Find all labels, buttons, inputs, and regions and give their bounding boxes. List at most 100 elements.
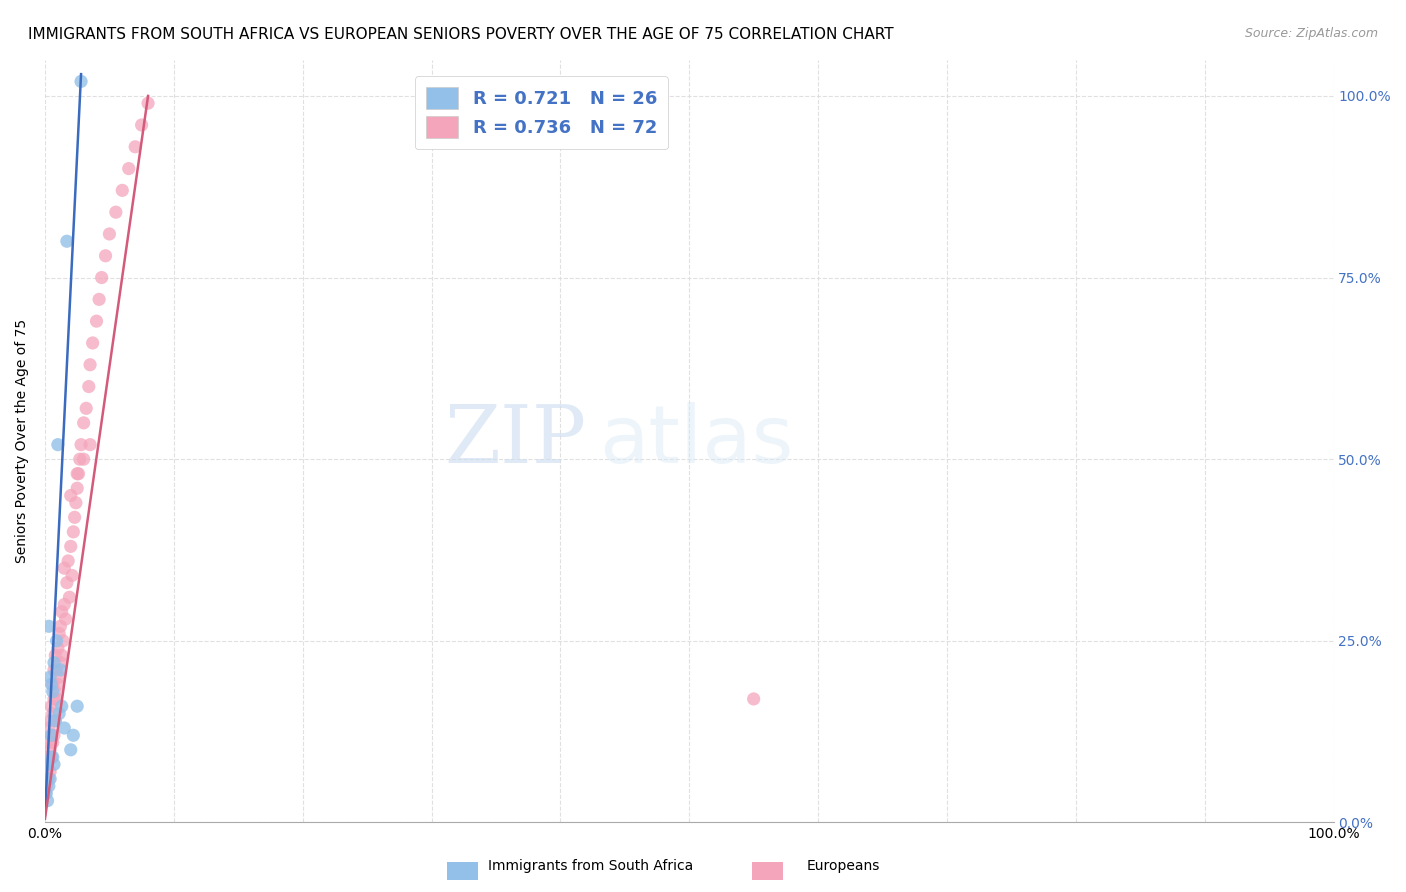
Point <box>35 772 58 786</box>
Point <box>42 728 65 742</box>
Point <box>56 234 79 248</box>
Point <box>90 270 112 285</box>
Point <box>131 118 153 132</box>
Point <box>79 358 101 372</box>
Point <box>82 335 104 350</box>
Point <box>58 591 80 605</box>
Point <box>65 496 87 510</box>
Point <box>38 721 60 735</box>
Point <box>39 714 62 728</box>
Point <box>41 684 63 698</box>
Y-axis label: Seniors Poverty Over the Age of 75: Seniors Poverty Over the Age of 75 <box>15 319 30 563</box>
Point <box>37 772 59 786</box>
Point <box>56 554 79 568</box>
Point <box>49 656 72 670</box>
Point <box>66 699 89 714</box>
Point <box>59 743 82 757</box>
Point <box>45 633 67 648</box>
Point <box>59 489 82 503</box>
Point <box>60 568 83 582</box>
Point <box>98 227 121 241</box>
Point <box>38 779 60 793</box>
Point <box>41 750 63 764</box>
Point <box>44 714 66 728</box>
Point <box>86 314 108 328</box>
Text: Immigrants from South Africa: Immigrants from South Africa <box>488 859 693 872</box>
Point <box>79 438 101 452</box>
Point <box>104 205 127 219</box>
Point <box>41 750 63 764</box>
Point <box>41 728 63 742</box>
Point <box>44 648 66 663</box>
Point <box>136 96 159 111</box>
Point <box>87 293 110 307</box>
Point <box>72 416 94 430</box>
Point <box>39 772 62 786</box>
Point <box>75 401 97 416</box>
Point <box>35 764 58 779</box>
Point <box>41 735 63 749</box>
Point <box>39 743 62 757</box>
Text: IMMIGRANTS FROM SOUTH AFRICA VS EUROPEAN SENIORS POVERTY OVER THE AGE OF 75 CORR: IMMIGRANTS FROM SOUTH AFRICA VS EUROPEAN… <box>28 27 894 42</box>
Point <box>48 706 70 721</box>
Point <box>52 633 75 648</box>
Point <box>742 692 765 706</box>
Point <box>41 677 63 691</box>
Point <box>53 598 76 612</box>
Point <box>45 663 67 677</box>
Point <box>42 656 65 670</box>
Point <box>51 699 73 714</box>
Point <box>69 452 91 467</box>
Point <box>37 757 59 772</box>
Legend: R = 0.721   N = 26, R = 0.736   N = 72: R = 0.721 N = 26, R = 0.736 N = 72 <box>415 76 668 149</box>
Point <box>34 786 56 800</box>
Point <box>42 663 65 677</box>
Point <box>67 467 90 481</box>
Point <box>44 714 66 728</box>
Point <box>38 750 60 764</box>
Point <box>37 757 59 772</box>
Point <box>46 677 69 691</box>
Point <box>35 779 58 793</box>
Point <box>63 510 86 524</box>
Point <box>77 379 100 393</box>
Point <box>38 619 60 633</box>
Text: atlas: atlas <box>599 402 793 480</box>
Point <box>94 249 117 263</box>
Point <box>70 438 93 452</box>
Text: Europeans: Europeans <box>807 859 880 872</box>
Point <box>46 438 69 452</box>
Text: ZIP: ZIP <box>444 402 586 480</box>
Point <box>66 481 89 495</box>
Point <box>41 699 63 714</box>
Point <box>41 706 63 721</box>
Point <box>48 670 70 684</box>
Point <box>39 670 62 684</box>
Point <box>111 183 134 197</box>
Point <box>118 161 141 176</box>
Point <box>51 648 73 663</box>
Point <box>55 612 77 626</box>
Point <box>53 561 76 575</box>
Point <box>70 74 93 88</box>
Point <box>46 641 69 656</box>
Point <box>48 626 70 640</box>
Point <box>49 663 72 677</box>
Point <box>49 619 72 633</box>
Point <box>72 452 94 467</box>
Point <box>45 692 67 706</box>
Point <box>66 467 89 481</box>
Point <box>35 750 58 764</box>
Text: Source: ZipAtlas.com: Source: ZipAtlas.com <box>1244 27 1378 40</box>
Point <box>41 677 63 691</box>
Point <box>42 757 65 772</box>
Point <box>53 721 76 735</box>
Point <box>37 794 59 808</box>
Point <box>56 575 79 590</box>
Point <box>44 684 66 698</box>
Point <box>62 728 84 742</box>
Point <box>62 524 84 539</box>
Point <box>39 764 62 779</box>
Point <box>42 692 65 706</box>
Point <box>59 540 82 554</box>
